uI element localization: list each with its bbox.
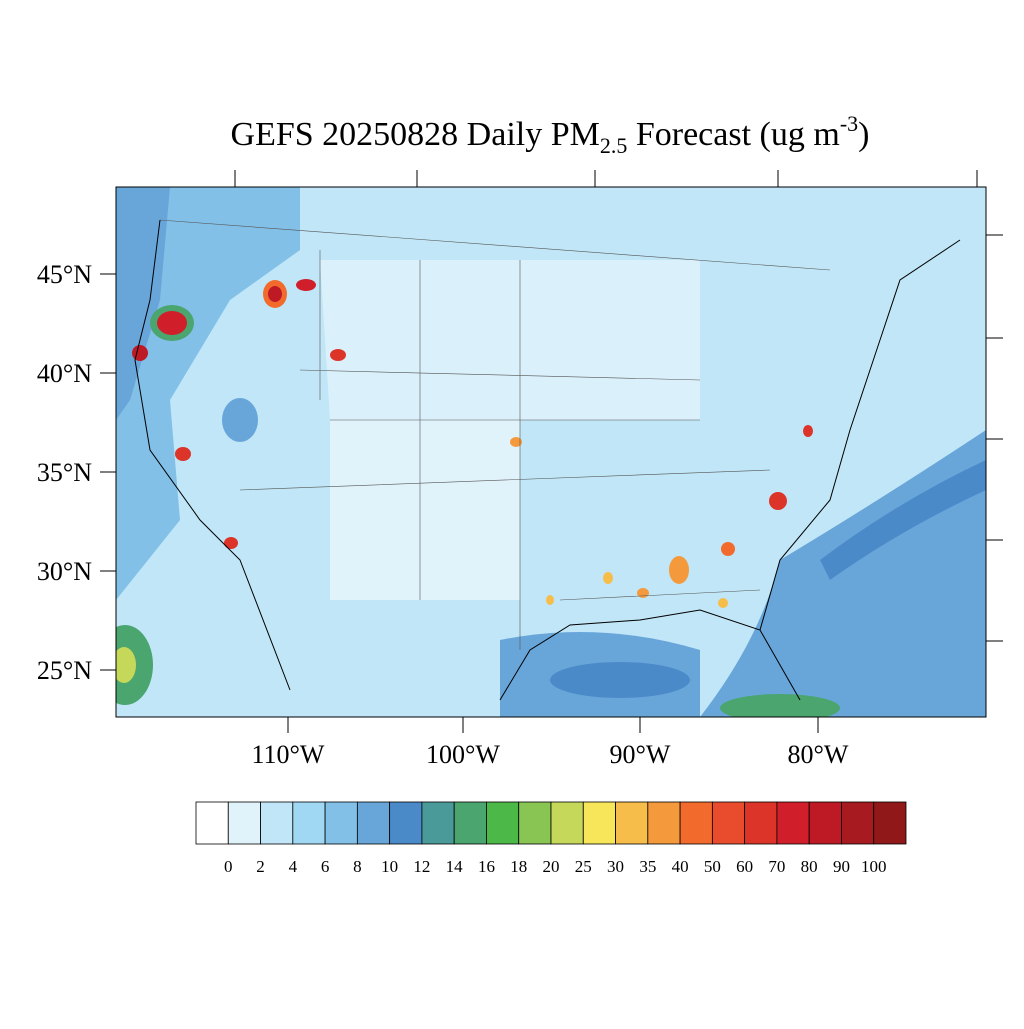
colorbar-label: 60 (736, 857, 753, 876)
colorbar-label: 10 (381, 857, 398, 876)
colorbar-swatch (421, 801, 455, 845)
title-middle: Forecast (ug m (627, 116, 839, 153)
colorbar-swatch (195, 801, 229, 845)
colorbar-swatch (744, 801, 778, 845)
lat-label: 30°N (37, 557, 92, 586)
colorbar-label: 35 (639, 857, 656, 876)
colorbar-swatch (808, 801, 842, 845)
colorbar-swatch (518, 801, 552, 845)
colorbar-swatch (389, 801, 423, 845)
colorbar-label: 16 (478, 857, 495, 876)
title-superscript: -3 (840, 111, 858, 136)
lon-label: 110°W (252, 740, 325, 769)
title-end: ) (858, 116, 869, 153)
title-subscript: 2.5 (600, 133, 628, 158)
colorbar-label: 2 (256, 857, 265, 876)
colorbar-swatch (453, 801, 487, 845)
colorbar-label: 12 (413, 857, 430, 876)
lat-label: 25°N (37, 656, 92, 685)
colorbar-label: 8 (353, 857, 362, 876)
lat-label: 35°N (37, 458, 92, 487)
title: GEFS 20250828 Daily PM2.5 Forecast (ug m… (231, 111, 870, 158)
colorbar-swatch (260, 801, 294, 845)
colorbar-swatch (582, 801, 616, 845)
colorbar-swatch (776, 801, 810, 845)
colorbar-label: 6 (321, 857, 330, 876)
lon-label: 90°W (610, 740, 671, 769)
axis-labels: 45°N 40°N 35°N 30°N 25°N 110°W 100°W 90°W 80°W (37, 260, 849, 769)
lon-label: 100°W (426, 740, 500, 769)
colorbar-label: 30 (607, 857, 624, 876)
lat-label: 40°N (37, 359, 92, 388)
colorbar-swatch (324, 801, 358, 845)
colorbar-swatch (841, 801, 875, 845)
lon-label: 80°W (788, 740, 849, 769)
colorbar-label: 4 (289, 857, 298, 876)
colorbar-swatch (647, 801, 681, 845)
colorbar: 0 2 4 6 8 10 12 14 16 18 20 25 30 35 40 50 60 70 80 90 100 (195, 801, 907, 876)
colorbar-swatch (711, 801, 746, 845)
colorbar-label: 80 (801, 857, 818, 876)
map-ticks (100, 170, 1003, 733)
colorbar-label: 20 (543, 857, 560, 876)
colorbar-swatch (227, 801, 261, 845)
colorbar-swatch (679, 801, 713, 845)
colorbar-label: 0 (224, 857, 233, 876)
colorbar-label: 90 (833, 857, 850, 876)
lat-label: 45°N (37, 260, 92, 289)
colorbar-label: 100 (861, 857, 887, 876)
colorbar-label: 50 (704, 857, 721, 876)
colorbar-label: 70 (768, 857, 785, 876)
title-main: GEFS 20250828 Daily PM (231, 116, 600, 153)
colorbar-swatch (873, 801, 907, 845)
colorbar-swatch (486, 801, 520, 845)
colorbar-swatch (356, 801, 391, 845)
colorbar-label: 14 (446, 857, 464, 876)
colorbar-label: 18 (510, 857, 527, 876)
colorbar-swatch (550, 801, 584, 845)
colorbar-label: 25 (575, 857, 592, 876)
colorbar-swatch (292, 801, 326, 845)
map (100, 170, 1003, 733)
colorbar-label: 40 (672, 857, 689, 876)
colorbar-swatch (615, 801, 649, 845)
